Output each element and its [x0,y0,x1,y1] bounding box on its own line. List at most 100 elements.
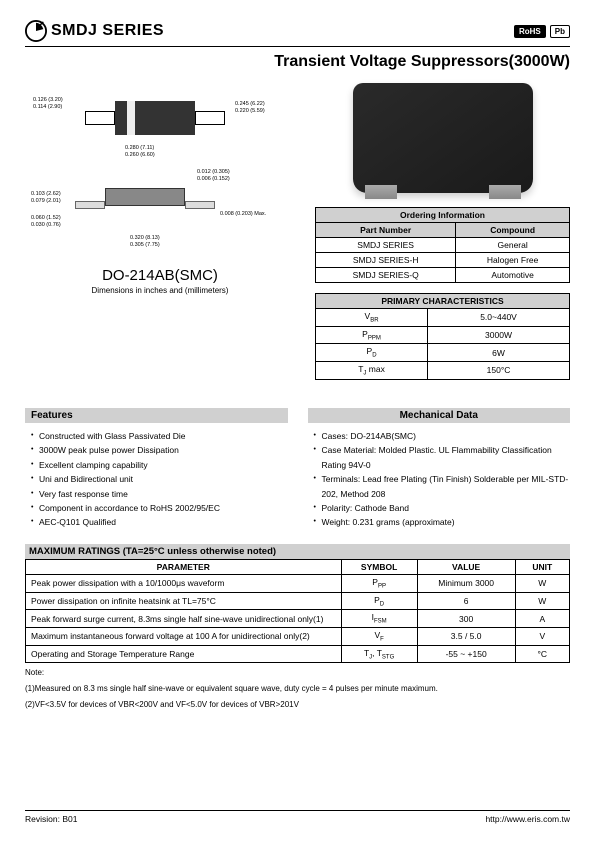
features-mechanical-row: Features Constructed with Glass Passivat… [25,408,570,530]
ratings-table: PARAMETER SYMBOL VALUE UNIT Peak power d… [25,559,570,663]
header: SMDJ SERIES RoHS Pb [25,20,570,42]
cell: VBR [316,309,428,327]
compliance-badges: RoHS Pb [514,25,570,38]
mechanical-column: Mechanical Data Cases: DO-214AB(SMC) Cas… [308,408,571,530]
cell: 6W [428,344,570,362]
dim-10: 0.079 (2.01) [31,198,61,204]
list-item: Terminals: Lead free Plating (Tin Finish… [314,472,571,501]
cell: 6 [417,592,515,610]
features-column: Features Constructed with Glass Passivat… [25,408,288,530]
cell: Operating and Storage Temperature Range [26,645,342,663]
cell: 150°C [428,362,570,380]
side-lead-right [185,201,215,209]
ratings-col-0: PARAMETER [26,559,342,574]
note-1: (1)Measured on 8.3 ms single half sine-w… [25,683,570,695]
cell: Peak forward surge current, 8.3ms single… [26,610,342,628]
cell: 3000W [428,326,570,344]
mechanical-list: Cases: DO-214AB(SMC) Case Material: Mold… [308,429,571,530]
package-side-view [65,173,245,243]
cell: 3.5 / 5.0 [417,627,515,645]
dim-13: 0.008 (0.203) Max. [220,211,266,217]
logo-title-group: SMDJ SERIES [25,20,164,42]
cell: Power dissipation on infinite heatsink a… [26,592,342,610]
list-item: 3000W peak pulse power Dissipation [31,443,288,457]
features-header: Features [25,408,288,423]
cell: V [515,627,569,645]
company-logo-icon [25,20,47,42]
ordering-table: Ordering Information Part Number Compoun… [315,207,570,283]
lead-right [195,111,225,125]
dim-9: 0.103 (2.62) [31,191,61,197]
cell: Minimum 3000 [417,574,515,592]
cell: -55 ~ +150 [417,645,515,663]
dim-14: 0.320 (8.13) [130,235,160,241]
cell: 300 [417,610,515,628]
cell: Maximum instantaneous forward voltage at… [26,627,342,645]
lead-left [85,111,115,125]
note-label: Note: [25,667,570,679]
list-item: Weight: 0.231 grams (approximate) [314,515,571,529]
cell: IFSM [341,610,417,628]
dim-1: 0.126 (3.20) [33,97,63,103]
cell: SMDJ SERIES-Q [316,268,456,283]
list-item: Excellent clamping capability [31,458,288,472]
list-item: Polarity: Cathode Band [314,501,571,515]
side-body [105,188,185,206]
cell: 5.0~440V [428,309,570,327]
dim-2: 0.114 (2.90) [33,104,62,110]
cell: SMDJ SERIES-H [316,253,456,268]
top-section: 0.126 (3.20) 0.114 (2.90) 0.245 (6.22) 0… [25,83,570,390]
dim-15: 0.305 (7.75) [130,242,160,248]
package-sublabel: Dimensions in inches and (millimeters) [25,286,295,295]
note-2: (2)VF<3.5V for devices of VBR<200V and V… [25,699,570,711]
package-label: DO-214AB(SMC) [25,267,295,284]
list-item: Cases: DO-214AB(SMC) [314,429,571,443]
list-item: AEC-Q101 Qualified [31,515,288,529]
primary-char-table: PRIMARY CHARACTERISTICS VBR5.0~440V PPPM… [315,293,570,380]
side-lead-left [75,201,105,209]
revision-text: Revision: B01 [25,814,77,824]
list-item: Component in accordance to RoHS 2002/95/… [31,501,288,515]
document-title: Transient Voltage Suppressors(3000W) [25,53,570,71]
package-top-view [85,93,215,143]
cathode-band [127,101,135,135]
right-info-column: Ordering Information Part Number Compoun… [315,83,570,390]
ordering-col-0: Part Number [316,223,456,238]
list-item: Uni and Bidirectional unit [31,472,288,486]
dim-12: 0.030 (0.76) [31,222,61,228]
header-rule [25,46,570,47]
cell: Halogen Free [456,253,570,268]
rohs-badge: RoHS [514,25,546,38]
package-drawing: 0.126 (3.20) 0.114 (2.90) 0.245 (6.22) 0… [25,83,285,263]
cell: General [456,238,570,253]
pb-badge: Pb [550,25,570,38]
cell: PPPM [316,326,428,344]
list-item: Very fast response time [31,487,288,501]
ratings-col-3: UNIT [515,559,569,574]
cell: PPP [341,574,417,592]
dim-5: 0.280 (7.11) [125,145,154,151]
mechanical-header: Mechanical Data [308,408,571,423]
cell: °C [515,645,569,663]
ratings-col-1: SYMBOL [341,559,417,574]
dim-8: 0.006 (0.152) [197,176,230,182]
footer: Revision: B01 http://www.eris.com.tw [25,810,570,824]
dim-3: 0.245 (6.22) [235,101,265,107]
ordering-title: Ordering Information [316,208,570,223]
device-photo [353,83,533,193]
footer-url: http://www.eris.com.tw [485,814,570,824]
list-item: Case Material: Molded Plastic. UL Flamma… [314,443,571,472]
dim-6: 0.260 (6.60) [125,152,155,158]
package-drawing-column: 0.126 (3.20) 0.114 (2.90) 0.245 (6.22) 0… [25,83,295,390]
dim-7: 0.012 (0.305) [197,169,230,175]
cell: Automotive [456,268,570,283]
cell: PD [341,592,417,610]
cell: A [515,610,569,628]
cell: W [515,574,569,592]
ratings-col-2: VALUE [417,559,515,574]
cell: W [515,592,569,610]
cell: SMDJ SERIES [316,238,456,253]
cell: PD [316,344,428,362]
dim-11: 0.060 (1.52) [31,215,61,221]
primary-title: PRIMARY CHARACTERISTICS [316,294,570,309]
